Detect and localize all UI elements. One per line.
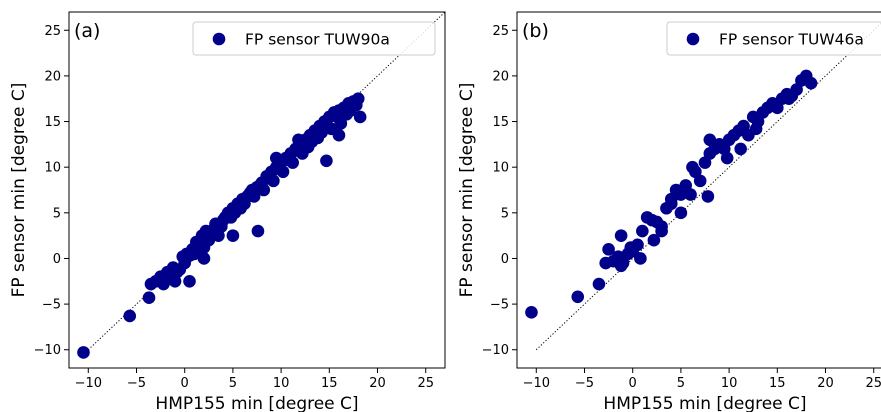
x-tick-label: 5 bbox=[229, 376, 237, 391]
x-tick-label: 20 bbox=[817, 376, 834, 391]
data-point bbox=[123, 309, 137, 323]
x-tick-label: −5 bbox=[127, 376, 146, 391]
data-point bbox=[686, 160, 699, 174]
data-point bbox=[592, 277, 606, 291]
data-point bbox=[525, 306, 538, 319]
x-tick-label: 15 bbox=[769, 376, 786, 391]
y-tick-label: 25 bbox=[492, 24, 509, 39]
data-point bbox=[720, 151, 734, 165]
scatter-panel-a: −10 −5 0 5 10 15 20 25 −10 −5 0 5 10 15 20 25 HMP155 min… bbox=[9, 11, 446, 412]
data-point bbox=[664, 192, 678, 206]
data-point bbox=[614, 259, 628, 273]
data-point bbox=[332, 128, 346, 142]
data-point bbox=[684, 188, 697, 201]
data-point bbox=[260, 170, 273, 183]
data-point bbox=[701, 190, 715, 203]
reference-line bbox=[535, 22, 881, 351]
data-point bbox=[226, 229, 240, 242]
legend-label: FP sensor TUW90a bbox=[245, 31, 390, 49]
axes-frame bbox=[68, 11, 446, 369]
y-axis-label: FP sensor min [degree C] bbox=[457, 83, 477, 298]
data-points bbox=[525, 69, 818, 319]
y-tick-label: 0 bbox=[53, 252, 61, 267]
x-tick-label: 10 bbox=[273, 376, 290, 391]
data-point bbox=[782, 92, 796, 106]
panel-label: (a) bbox=[74, 20, 100, 42]
data-point bbox=[183, 274, 196, 288]
data-point bbox=[674, 206, 688, 220]
x-tick-label: −10 bbox=[523, 376, 550, 391]
y-tick-label: 20 bbox=[44, 69, 61, 84]
legend-box bbox=[192, 21, 436, 56]
x-tick-label: 0 bbox=[629, 376, 637, 391]
data-point bbox=[693, 174, 707, 188]
x-tick-label: 10 bbox=[721, 376, 738, 391]
x-tick-label: −5 bbox=[575, 376, 594, 391]
legend-label: FP sensor TUW46a bbox=[719, 31, 864, 49]
y-tick-label: 20 bbox=[492, 69, 509, 84]
legend-box bbox=[666, 21, 881, 56]
data-point bbox=[269, 151, 283, 165]
data-point bbox=[320, 154, 333, 168]
legend: FP sensor TUW90a bbox=[192, 21, 436, 56]
y-tick-label: 15 bbox=[44, 115, 61, 130]
data-point bbox=[614, 229, 628, 242]
data-point bbox=[351, 92, 365, 106]
x-tick-label: 15 bbox=[321, 376, 338, 391]
data-point bbox=[571, 290, 585, 304]
x-tick-label: −10 bbox=[75, 376, 102, 391]
y-tick-label: 0 bbox=[501, 252, 509, 267]
y-tick-label: 5 bbox=[501, 206, 509, 221]
data-point bbox=[636, 224, 649, 238]
y-axis-label: FP sensor min [degree C] bbox=[9, 83, 29, 298]
legend: FP sensor TUW46a bbox=[666, 21, 881, 56]
y-tick-label: 10 bbox=[492, 161, 509, 176]
y-tick-label: −10 bbox=[34, 343, 61, 358]
data-point bbox=[197, 252, 211, 265]
data-point bbox=[703, 133, 717, 147]
y-tick-label: −10 bbox=[482, 343, 509, 358]
scatter-panel-b: −10 −5 0 5 10 15 20 25 −10 −5 0 5 10 15 20 25 HMP155 min… bbox=[457, 11, 881, 412]
data-point bbox=[655, 224, 668, 238]
y-tick-label: 10 bbox=[44, 161, 61, 176]
data-point bbox=[292, 133, 305, 147]
legend-marker bbox=[686, 32, 700, 46]
data-point bbox=[308, 124, 322, 137]
axes-frame bbox=[516, 11, 881, 369]
x-tick-label: 5 bbox=[677, 376, 685, 391]
x-tick-label: 20 bbox=[369, 376, 386, 391]
data-point bbox=[276, 165, 290, 179]
data-point bbox=[602, 243, 615, 256]
data-point bbox=[142, 291, 156, 305]
y-tick-label: 25 bbox=[44, 24, 61, 39]
data-point bbox=[353, 110, 367, 124]
data-point bbox=[647, 233, 661, 247]
data-point bbox=[251, 224, 265, 238]
data-point bbox=[286, 156, 299, 169]
x-tick-label: 0 bbox=[181, 376, 189, 391]
x-axis-label: HMP155 min [degree C] bbox=[155, 394, 358, 412]
data-points bbox=[77, 92, 367, 359]
data-point bbox=[634, 252, 647, 265]
legend-marker bbox=[212, 32, 226, 46]
x-tick-label: 25 bbox=[865, 376, 881, 391]
y-tick-label: 5 bbox=[53, 206, 61, 221]
y-tick-label: −5 bbox=[42, 298, 61, 313]
x-tick-label: 25 bbox=[417, 376, 434, 391]
data-point bbox=[749, 122, 763, 136]
data-point bbox=[631, 238, 644, 252]
y-tick-label: 15 bbox=[492, 115, 509, 130]
data-point bbox=[734, 142, 747, 156]
data-point bbox=[334, 117, 348, 130]
data-point bbox=[77, 346, 90, 359]
data-point bbox=[257, 183, 271, 197]
panel-label: (b) bbox=[522, 20, 549, 42]
x-axis-label: HMP155 min [degree C] bbox=[603, 394, 806, 412]
data-point bbox=[804, 76, 818, 90]
y-tick-label: −5 bbox=[490, 298, 509, 313]
